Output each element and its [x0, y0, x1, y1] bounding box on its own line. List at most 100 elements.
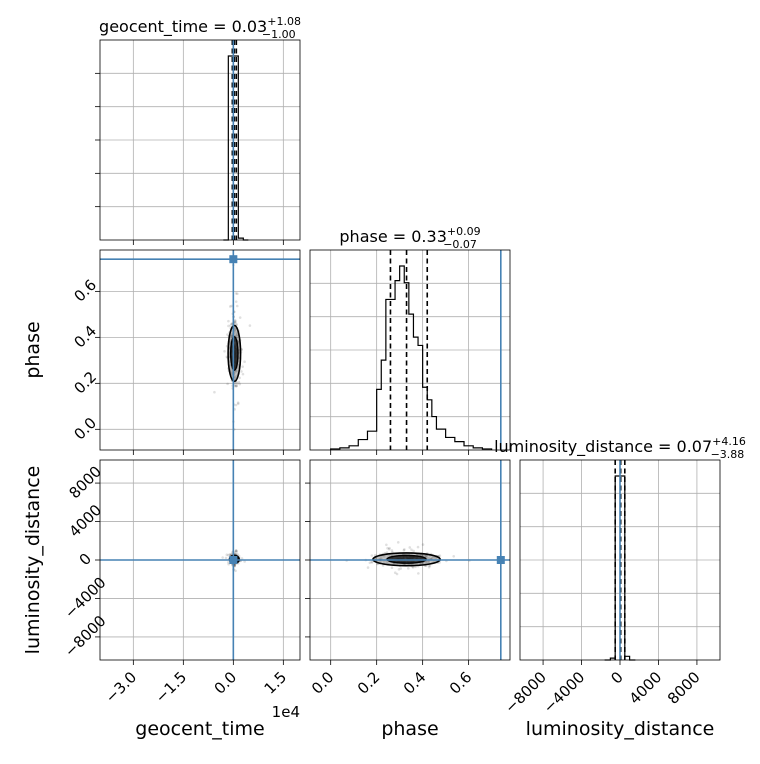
sample-point — [248, 324, 252, 327]
title-main: geocent_time = 0.03 — [99, 17, 267, 37]
sample-point — [403, 548, 406, 551]
x-offset-label: 1e4 — [272, 703, 300, 721]
sample-point — [235, 384, 238, 388]
scatter-points — [213, 263, 252, 431]
sample-point — [227, 553, 230, 557]
sample-point — [237, 380, 241, 384]
sample-point — [390, 549, 394, 552]
x-tick-label: 0.2 — [354, 668, 384, 698]
histogram-phase — [330, 265, 493, 450]
panel-frame — [519, 459, 721, 661]
x-tick-label: 0.0 — [308, 668, 338, 698]
sample-point — [225, 553, 229, 557]
panel-frame — [99, 249, 301, 451]
sample-point — [233, 327, 237, 331]
x-axis-label-phase: phase — [381, 718, 438, 740]
sample-point — [238, 316, 242, 319]
title-main: phase = 0.33 — [339, 227, 446, 246]
y-tick-label: 0 — [76, 550, 95, 569]
y-tick-label: 0.2 — [70, 368, 100, 398]
x-tick-label: 8000 — [664, 668, 704, 708]
sample-point — [234, 292, 238, 295]
x-axis-label-luminosity_distance: luminosity_distance — [526, 718, 715, 740]
sample-point — [226, 382, 229, 386]
sample-point — [234, 549, 238, 553]
y-tick-label: 4000 — [65, 501, 105, 541]
sample-point — [235, 333, 238, 337]
sample-point — [411, 566, 415, 569]
histogram-geocent_time — [223, 55, 249, 241]
title-main: luminosity_distance = 0.07 — [494, 437, 712, 457]
sample-point — [233, 319, 237, 322]
sample-point — [243, 560, 246, 563]
x-tick-label: 0.6 — [446, 668, 476, 698]
contour-outer — [227, 324, 242, 383]
sample-point — [235, 323, 238, 326]
sample-point — [434, 556, 437, 560]
sample-point — [234, 403, 238, 407]
contour-inner — [229, 335, 239, 371]
sample-point — [370, 560, 373, 564]
sample-point — [387, 547, 391, 551]
sample-point — [366, 566, 370, 569]
sample-point — [417, 572, 420, 575]
sample-point — [236, 401, 240, 404]
panel-frame — [99, 39, 301, 241]
sample-point — [234, 300, 238, 303]
panel-frame — [309, 249, 511, 451]
sample-point — [388, 546, 391, 550]
sample-point — [243, 360, 246, 364]
sample-point — [416, 545, 420, 549]
sample-point — [235, 370, 238, 373]
sample-point — [234, 384, 238, 388]
sample-point — [227, 319, 230, 323]
sample-point — [402, 548, 406, 552]
x-tick-label: −8000 — [501, 668, 550, 717]
x-tick-label: 0 — [607, 668, 626, 687]
sample-point — [229, 370, 233, 374]
sample-point — [229, 324, 232, 327]
panel-frame — [309, 459, 511, 661]
panel-geocent_time-vs-luminosity_distance — [95, 459, 301, 665]
sample-point — [235, 331, 239, 335]
sample-point — [408, 546, 412, 549]
sample-point — [227, 324, 230, 328]
sample-point — [425, 560, 429, 564]
sample-point — [236, 553, 239, 556]
sample-point — [240, 370, 243, 373]
title-plus: +4.16 — [712, 435, 746, 448]
y-tick-label: −8000 — [61, 612, 110, 661]
y-tick-label: 8000 — [65, 463, 105, 503]
sample-point — [213, 390, 216, 394]
sample-point — [424, 554, 427, 558]
diag-panel-phase: phase = 0.33+0.09−0.07 — [309, 225, 511, 455]
sample-point — [227, 560, 230, 564]
sample-point — [234, 321, 237, 324]
title-minus: −3.88 — [711, 448, 745, 461]
y-axis-label-phase: phase — [22, 321, 44, 378]
sample-point — [230, 322, 234, 326]
panel-geocent_time-vs-phase — [95, 249, 301, 455]
sample-point — [229, 337, 233, 341]
sample-point — [233, 383, 237, 386]
sample-point — [385, 543, 388, 547]
sample-point — [235, 304, 239, 308]
injection-marker — [496, 556, 505, 564]
diag-panel-geocent_time: geocent_time = 0.03+1.08−1.00 — [95, 15, 301, 245]
diag-panel-luminosity_distance: luminosity_distance = 0.07+4.16−3.88 — [494, 435, 746, 665]
sample-point — [236, 292, 239, 296]
sample-point — [241, 372, 245, 376]
sample-point — [427, 560, 431, 564]
sample-point — [385, 561, 389, 564]
sample-point — [227, 562, 230, 566]
panel-title: geocent_time = 0.03+1.08 — [99, 15, 301, 37]
x-axis-label-geocent_time: geocent_time — [135, 718, 264, 740]
title-plus: +0.09 — [447, 225, 481, 238]
sample-point — [393, 571, 397, 575]
sample-point — [235, 549, 238, 552]
sample-point — [368, 561, 372, 565]
density-fill-inner — [230, 336, 238, 371]
sample-point — [370, 561, 374, 564]
